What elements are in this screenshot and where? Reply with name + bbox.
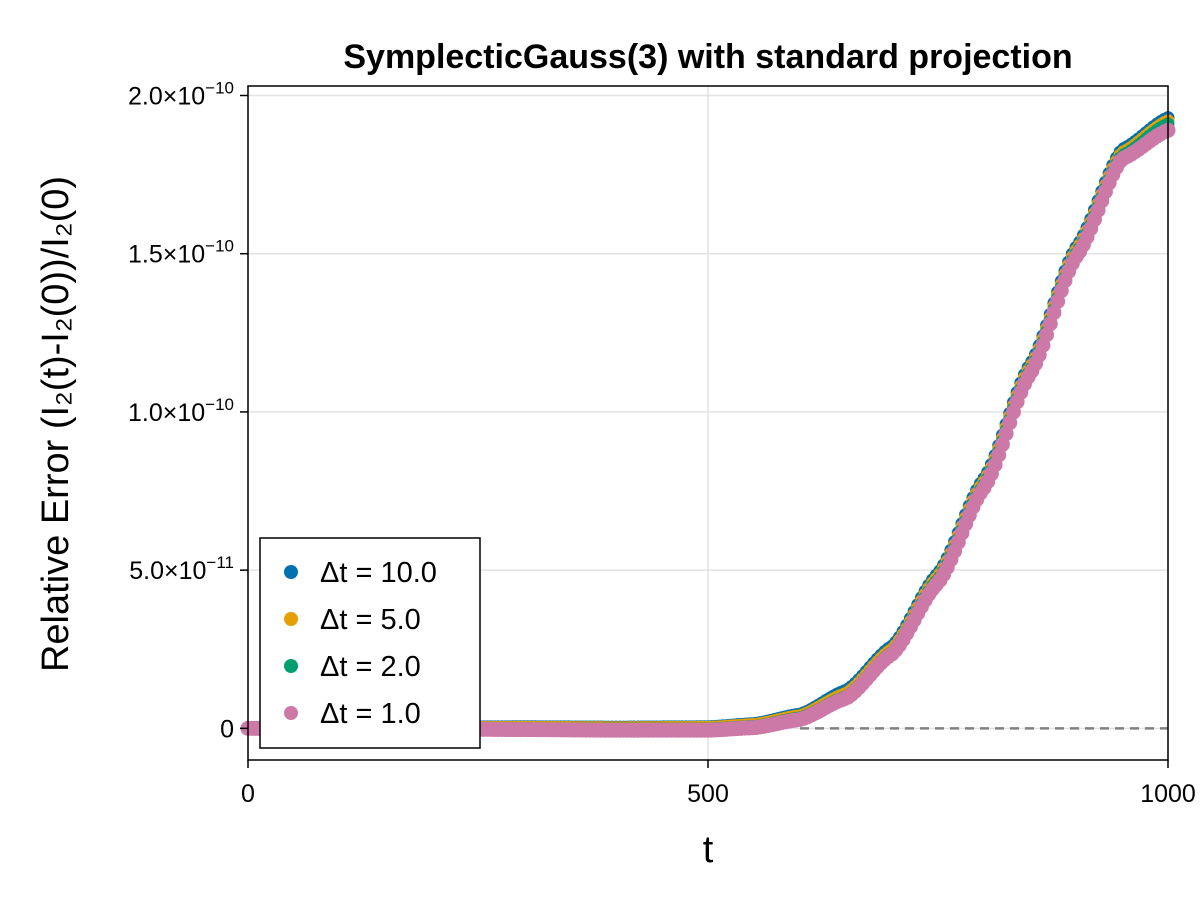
y-tick-label: 5.0×10−11 (129, 553, 234, 585)
x-tick-label: 0 (241, 780, 255, 808)
y-tick-mantissa: 2.0×10 (128, 82, 205, 110)
x-tick-label: 500 (687, 780, 729, 808)
legend-marker (284, 659, 298, 673)
legend-label: Δt = 2.0 (320, 651, 421, 683)
y-tick-exponent: −11 (206, 553, 234, 572)
legend-marker (284, 565, 298, 579)
y-tick-mantissa: 5.0×10 (129, 557, 206, 585)
y-tick-label: 1.5×10−10 (128, 237, 234, 269)
y-tick-mantissa: 1.0×10 (128, 399, 205, 427)
y-tick-mantissa: 0 (220, 715, 234, 743)
legend: Δt = 10.0 Δt = 5.0 Δt = 2.0 Δt = 1.0 (259, 537, 481, 749)
y-tick-label: 0 (220, 715, 234, 743)
x-axis-label: t (703, 829, 714, 871)
x-tick-label: 1000 (1140, 780, 1196, 808)
y-tick-label: 1.0×10−10 (128, 395, 234, 427)
y-tick-mantissa: 1.5×10 (128, 241, 205, 269)
legend-label: Δt = 10.0 (320, 557, 437, 589)
y-tick-exponent: −10 (205, 395, 234, 414)
chart-title: SymplecticGauss(3) with standard project… (343, 38, 1072, 76)
legend-label: Δt = 5.0 (320, 604, 421, 636)
axis-ticks: 0 500 100005.0×10−111.0×10−101.5×10−102.0×… (128, 78, 1196, 808)
legend-marker (284, 612, 298, 626)
y-axis-label: Relative Error (I₂(t)-I₂(0))/I₂(0) (35, 176, 77, 672)
y-tick-exponent: −10 (205, 237, 234, 256)
legend-label: Δt = 1.0 (320, 698, 421, 730)
legend-marker (284, 706, 298, 720)
y-tick-exponent: −10 (205, 78, 234, 97)
y-tick-label: 2.0×10−10 (128, 78, 234, 110)
